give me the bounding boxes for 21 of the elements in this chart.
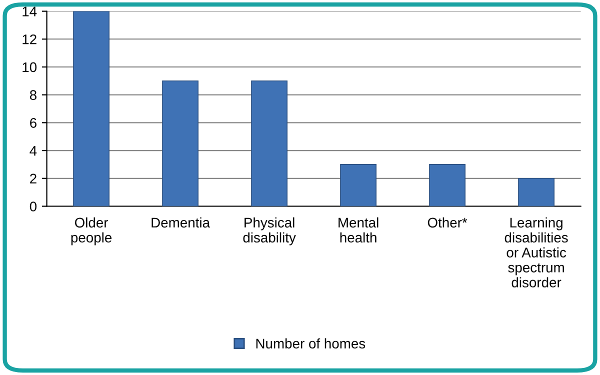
bar <box>518 178 555 206</box>
x-tick-label: Learning disabilities or Autistic spectrum disorder <box>504 217 568 288</box>
x-tick-label: Physical disability <box>243 217 296 246</box>
y-tick-label: 10 <box>22 62 37 72</box>
x-tick-label: Dementia <box>152 217 210 228</box>
y-tick-label: 14 <box>22 6 37 16</box>
x-tick-label: Mental health <box>338 217 378 243</box>
y-tick-label: 2 <box>30 174 36 184</box>
y-tick-label: 4 <box>30 146 37 156</box>
bar <box>251 80 288 206</box>
legend-label: Number of homes <box>256 338 366 349</box>
bar <box>162 80 199 206</box>
bar <box>340 164 377 206</box>
bar <box>73 11 110 206</box>
bar <box>429 164 466 206</box>
y-tick-label: 8 <box>30 90 36 100</box>
x-tick-label: Older people <box>71 217 112 246</box>
y-tick-label: 6 <box>30 118 36 128</box>
y-tick-label: 0 <box>30 202 37 212</box>
y-tick-label: 12 <box>22 34 36 44</box>
x-tick-label: Other* <box>428 217 468 228</box>
